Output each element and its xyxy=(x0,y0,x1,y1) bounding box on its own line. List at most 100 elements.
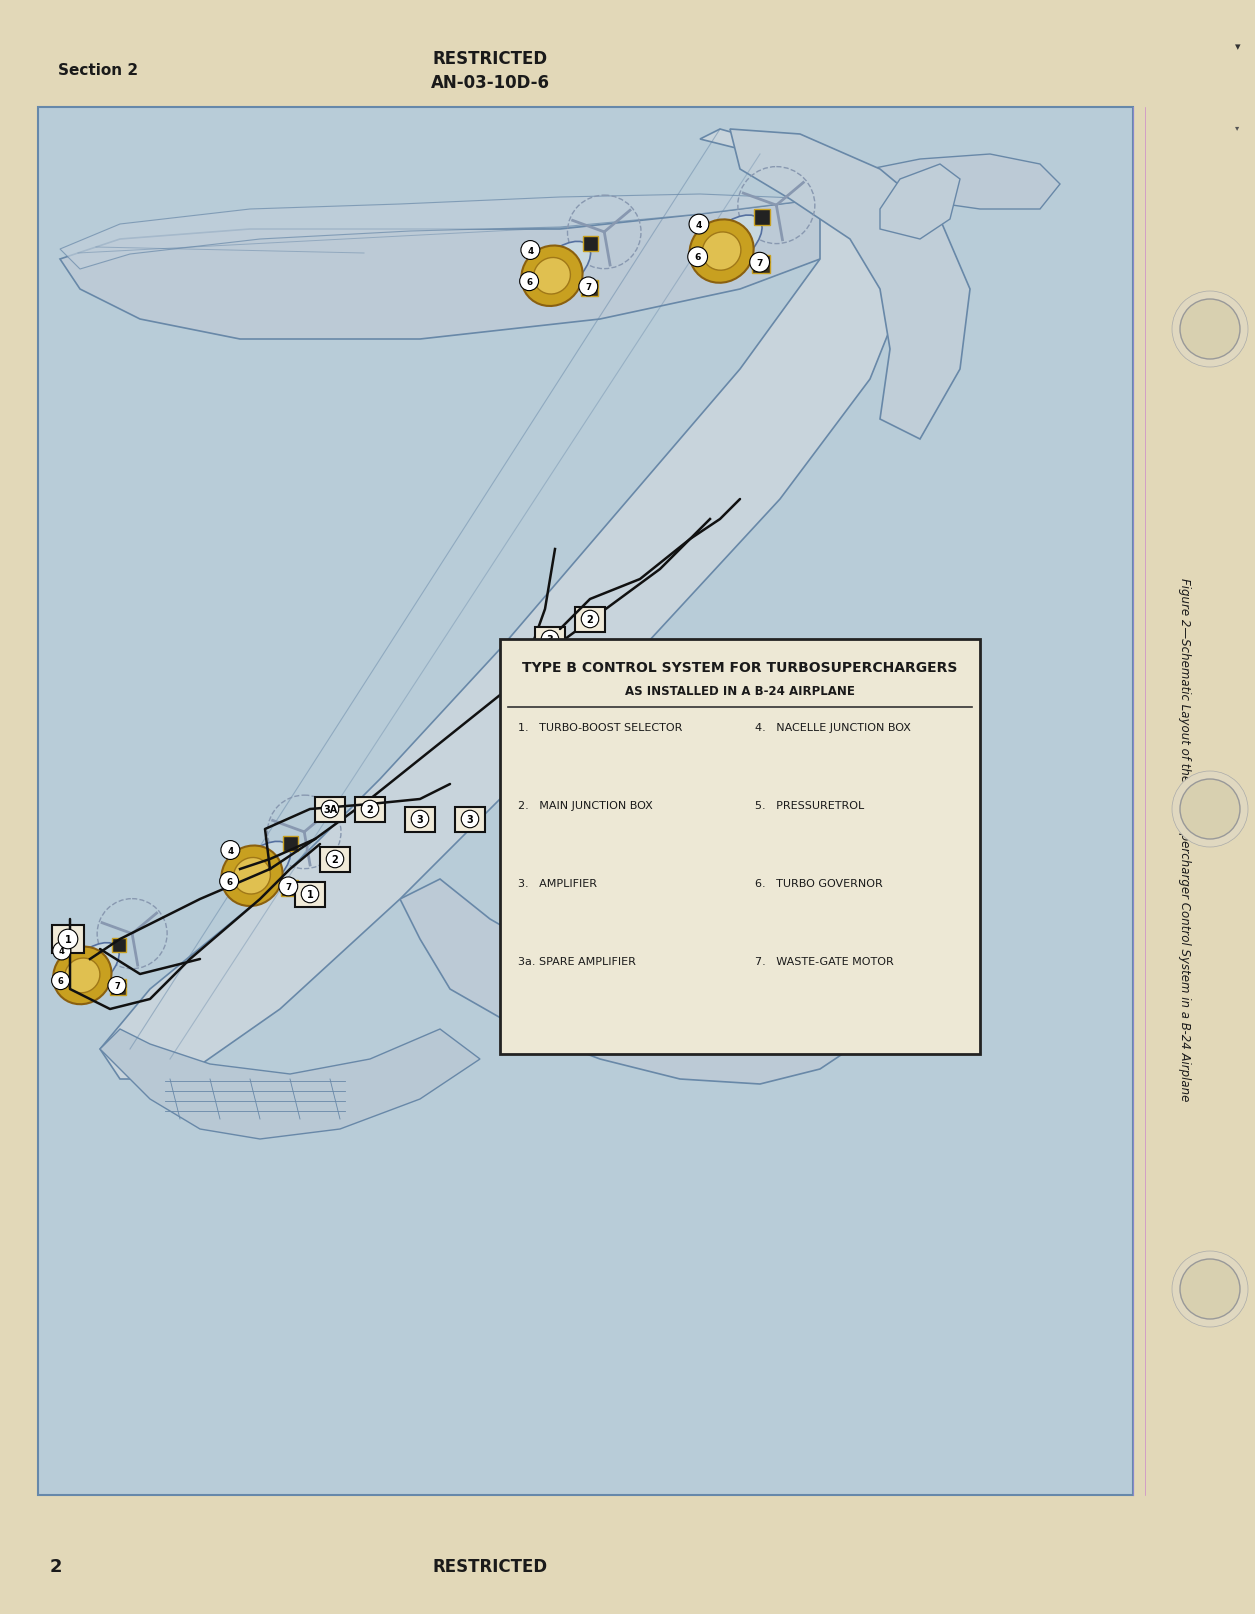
Polygon shape xyxy=(53,947,112,1004)
Polygon shape xyxy=(689,220,754,284)
Circle shape xyxy=(1180,780,1240,839)
Bar xyxy=(320,847,350,872)
Text: AS INSTALLED IN A B-24 AIRPLANE: AS INSTALLED IN A B-24 AIRPLANE xyxy=(625,684,855,699)
Bar xyxy=(281,880,297,897)
Circle shape xyxy=(326,851,344,868)
Bar xyxy=(110,980,127,996)
Text: 3: 3 xyxy=(467,815,473,825)
Circle shape xyxy=(689,215,709,236)
Circle shape xyxy=(1172,292,1247,368)
Circle shape xyxy=(520,273,538,292)
Polygon shape xyxy=(65,959,100,993)
Text: 1.   TURBO-BOOST SELECTOR: 1. TURBO-BOOST SELECTOR xyxy=(518,723,683,733)
Polygon shape xyxy=(400,880,850,1085)
Circle shape xyxy=(301,886,319,904)
Text: 5.   PRESSURETROL: 5. PRESSURETROL xyxy=(756,801,865,810)
Polygon shape xyxy=(870,155,1060,210)
Polygon shape xyxy=(100,1030,479,1139)
Text: ▾: ▾ xyxy=(1235,42,1241,52)
Text: 2: 2 xyxy=(366,804,374,815)
Bar xyxy=(355,797,385,822)
Bar xyxy=(581,281,599,297)
Circle shape xyxy=(321,801,339,818)
Bar xyxy=(754,210,769,226)
Circle shape xyxy=(579,278,597,297)
Circle shape xyxy=(688,247,708,268)
Polygon shape xyxy=(60,200,900,341)
Bar xyxy=(584,237,597,252)
Circle shape xyxy=(462,810,478,828)
Bar xyxy=(405,807,435,831)
Circle shape xyxy=(279,878,297,896)
Text: 6: 6 xyxy=(58,976,64,986)
Text: 6: 6 xyxy=(694,253,700,261)
Polygon shape xyxy=(61,943,119,996)
Text: 2: 2 xyxy=(586,615,594,625)
Circle shape xyxy=(1180,300,1240,360)
Text: Section 2: Section 2 xyxy=(58,63,138,77)
Text: 6: 6 xyxy=(226,876,232,886)
Text: 7: 7 xyxy=(585,282,591,292)
Text: 2: 2 xyxy=(50,1558,63,1575)
Polygon shape xyxy=(221,846,282,907)
Bar xyxy=(38,108,1133,1495)
Bar xyxy=(315,797,345,822)
Polygon shape xyxy=(533,258,571,295)
Text: 4: 4 xyxy=(227,846,233,855)
Text: 1: 1 xyxy=(64,935,72,944)
Polygon shape xyxy=(100,129,910,1080)
Circle shape xyxy=(521,242,540,260)
Circle shape xyxy=(221,841,240,860)
Text: 3: 3 xyxy=(417,815,423,825)
Text: 6: 6 xyxy=(526,278,532,287)
Bar xyxy=(51,925,84,954)
Bar xyxy=(456,807,484,831)
Text: 3A: 3A xyxy=(323,804,338,815)
Text: 7: 7 xyxy=(285,883,291,891)
Polygon shape xyxy=(880,165,960,240)
Text: TYPE B CONTROL SYSTEM FOR TURBOSUPERCHARGERS: TYPE B CONTROL SYSTEM FOR TURBOSUPERCHAR… xyxy=(522,660,958,675)
Text: 6.   TURBO GOVERNOR: 6. TURBO GOVERNOR xyxy=(756,878,882,888)
Text: 4: 4 xyxy=(527,247,533,255)
Circle shape xyxy=(53,943,70,960)
Polygon shape xyxy=(521,247,582,307)
Bar xyxy=(295,881,325,907)
Circle shape xyxy=(1172,771,1247,847)
Circle shape xyxy=(541,631,558,649)
Circle shape xyxy=(581,610,599,628)
Circle shape xyxy=(1180,1259,1240,1319)
Circle shape xyxy=(361,801,379,818)
Text: 4: 4 xyxy=(59,947,65,955)
Text: 7: 7 xyxy=(757,258,763,268)
Bar xyxy=(112,938,126,952)
Circle shape xyxy=(51,972,69,989)
Polygon shape xyxy=(703,232,740,271)
Polygon shape xyxy=(530,242,591,297)
Text: 4.   NACELLE JUNCTION BOX: 4. NACELLE JUNCTION BOX xyxy=(756,723,911,733)
Text: RESTRICTED: RESTRICTED xyxy=(433,1558,547,1575)
Circle shape xyxy=(220,872,238,891)
Bar xyxy=(575,607,605,633)
Text: 2: 2 xyxy=(331,854,339,865)
Circle shape xyxy=(412,810,429,828)
Text: Figure 2—Schematic Layout of the Turbosupercharger Control System in a B-24 Airp: Figure 2—Schematic Layout of the Turbosu… xyxy=(1178,578,1191,1101)
Text: 2.   MAIN JUNCTION BOX: 2. MAIN JUNCTION BOX xyxy=(518,801,653,810)
Bar xyxy=(752,257,769,273)
Circle shape xyxy=(58,930,78,949)
Text: 3.   AMPLIFIER: 3. AMPLIFIER xyxy=(518,878,597,888)
Circle shape xyxy=(108,976,126,994)
Text: 3a. SPARE AMPLIFIER: 3a. SPARE AMPLIFIER xyxy=(518,957,636,967)
Text: ▾: ▾ xyxy=(1235,123,1239,132)
Text: 7.   WASTE-GATE MOTOR: 7. WASTE-GATE MOTOR xyxy=(756,957,894,967)
Text: 3: 3 xyxy=(547,634,553,644)
Polygon shape xyxy=(233,859,270,894)
Circle shape xyxy=(749,253,769,273)
Text: AN-03-10D-6: AN-03-10D-6 xyxy=(430,74,550,92)
Circle shape xyxy=(1172,1251,1247,1327)
Polygon shape xyxy=(60,195,820,270)
Polygon shape xyxy=(698,216,762,274)
Polygon shape xyxy=(730,129,970,439)
Polygon shape xyxy=(230,843,291,897)
Text: RESTRICTED: RESTRICTED xyxy=(433,50,547,68)
Text: 7: 7 xyxy=(114,981,119,991)
